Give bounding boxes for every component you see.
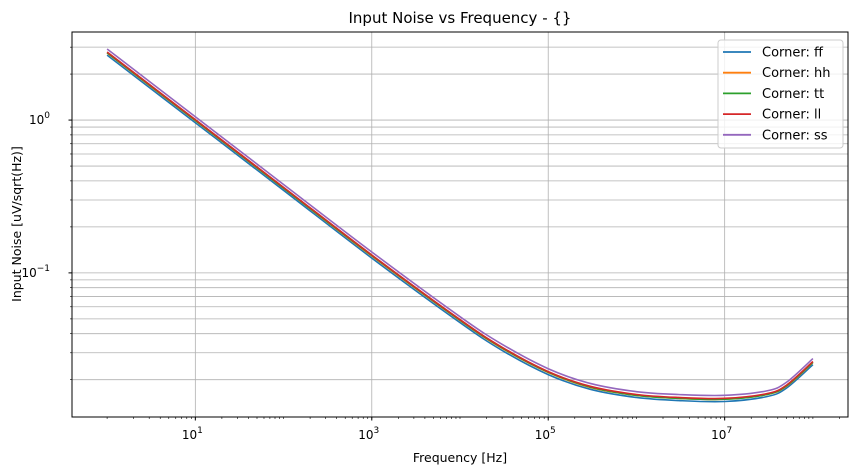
legend-label: Corner: ss <box>762 128 828 143</box>
legend: Corner: ff Corner: hh Corner: tt Corner: ll… <box>717 39 844 149</box>
y-tick-label: 100 <box>29 111 50 127</box>
x-axis-label: Frequency [Hz] <box>413 450 507 465</box>
x-tick-label: 103 <box>358 426 379 442</box>
y-axis-label: Input Noise [uV/sqrt(Hz)] <box>9 146 24 302</box>
series-line-ff <box>106 54 814 403</box>
ticks: 101 103 105 107 100 10−1 <box>21 46 840 442</box>
x-tick-label: 107 <box>711 426 732 442</box>
series-line-ss <box>106 48 814 397</box>
legend-label: Corner: ll <box>762 108 821 123</box>
chart-title: Input Noise vs Frequency - {} <box>349 9 572 27</box>
legend-label: Corner: ff <box>762 46 824 61</box>
series-line-tt <box>106 52 814 401</box>
series-lines <box>106 48 814 403</box>
y-tick-label: 10−1 <box>21 264 50 280</box>
legend-label: Corner: tt <box>762 87 824 102</box>
x-tick-label: 105 <box>535 426 556 442</box>
legend-box <box>717 39 844 149</box>
legend-label: Corner: hh <box>762 66 831 81</box>
series-line-ll <box>106 51 814 400</box>
x-tick-label: 101 <box>182 426 203 442</box>
series-line-hh <box>106 52 814 401</box>
